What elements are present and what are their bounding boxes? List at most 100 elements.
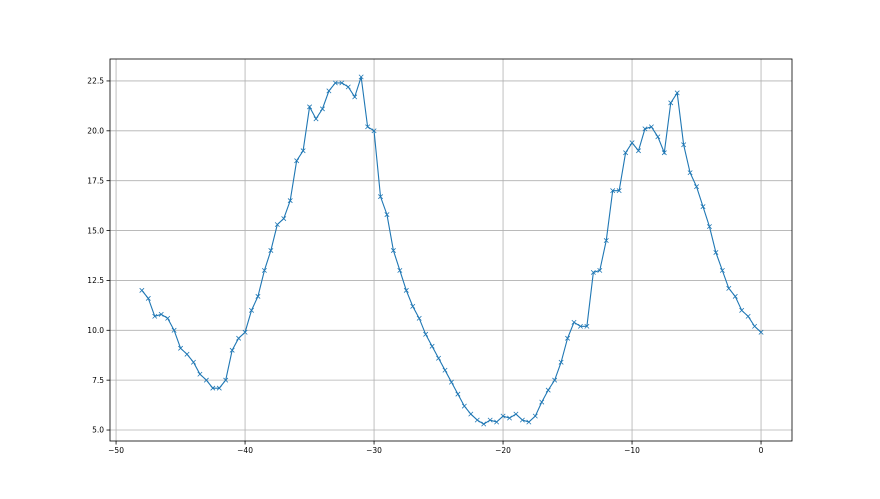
- data-point-marker: [397, 267, 403, 273]
- data-point-marker: [436, 355, 442, 361]
- data-point-marker: [758, 329, 764, 335]
- data-point-marker: [242, 329, 248, 335]
- data-point-marker: [700, 204, 706, 210]
- x-tick-label: −50: [108, 446, 124, 455]
- data-point-marker: [339, 80, 345, 86]
- data-point-marker: [216, 385, 222, 391]
- axes-frame: [109, 58, 793, 442]
- x-axis: −50 −40 −30 −20 −10 0: [108, 441, 764, 455]
- data-point-marker: [468, 411, 474, 417]
- data-point-marker: [565, 335, 571, 341]
- y-tick-label: 5.0: [92, 426, 104, 435]
- data-point-marker: [203, 377, 209, 383]
- data-point-marker: [636, 148, 641, 154]
- data-point-marker: [236, 335, 242, 341]
- data-point-marker: [184, 351, 190, 357]
- data-point-marker: [713, 250, 719, 255]
- data-point-marker: [526, 419, 532, 425]
- data-point-marker: [313, 116, 319, 122]
- data-point-marker: [371, 128, 377, 134]
- data-point-marker: [307, 104, 313, 110]
- data-point-marker: [745, 313, 751, 319]
- y-tick-label: 15.0: [87, 226, 104, 235]
- data-point-marker: [261, 267, 267, 273]
- data-point-marker: [178, 345, 184, 351]
- data-point-marker: [165, 315, 171, 321]
- y-tick-label: 10.0: [87, 326, 104, 335]
- data-point-marker: [403, 287, 409, 293]
- data-point-marker: [287, 198, 293, 204]
- data-point-marker: [584, 323, 590, 329]
- data-point-marker: [552, 377, 558, 383]
- data-point-marker: [648, 124, 654, 130]
- data-point-marker: [210, 385, 216, 391]
- data-point-marker: [629, 140, 635, 146]
- x-tick-label: −20: [495, 446, 511, 455]
- data-point-marker: [539, 399, 545, 405]
- data-point-marker: [487, 417, 493, 423]
- data-point-marker: [507, 415, 512, 421]
- data-point-marker: [558, 359, 564, 365]
- data-point-marker: [655, 134, 661, 140]
- data-point-marker: [532, 413, 538, 419]
- data-point-marker: [442, 367, 448, 373]
- data-point-marker: [268, 248, 274, 253]
- data-point-marker: [739, 307, 745, 313]
- x-tick-label: −10: [624, 446, 640, 455]
- data-point-marker: [494, 419, 500, 425]
- data-point-marker: [597, 267, 603, 273]
- data-point-marker: [545, 387, 551, 393]
- data-point-marker: [378, 194, 383, 200]
- data-point-marker: [410, 303, 416, 309]
- data-point-marker: [152, 313, 158, 319]
- data-point-marker: [642, 126, 648, 132]
- data-point-marker: [513, 411, 519, 417]
- data-point-marker: [255, 293, 261, 299]
- data-point-marker: [332, 80, 338, 86]
- data-point-marker: [694, 184, 700, 190]
- data-point-marker: [616, 188, 622, 194]
- y-tick-label: 17.5: [87, 176, 104, 185]
- data-point-marker: [610, 188, 616, 194]
- data-point-marker: [674, 90, 680, 96]
- data-point-marker: [229, 347, 235, 353]
- data-point-marker: [519, 417, 525, 423]
- data-point-marker: [719, 267, 725, 273]
- data-point-marker: [726, 285, 732, 291]
- series: [139, 74, 764, 427]
- y-tick-label: 12.5: [87, 276, 104, 285]
- data-point-marker: [732, 293, 738, 299]
- data-point-marker: [171, 327, 177, 333]
- data-point-marker: [481, 421, 487, 427]
- data-point-marker: [365, 124, 371, 130]
- y-tick-label: 7.5: [92, 376, 104, 385]
- data-point-marker: [687, 170, 693, 176]
- x-tick-label: 0: [759, 446, 764, 455]
- grid: [110, 59, 792, 441]
- data-point-marker: [590, 269, 596, 275]
- data-point-marker: [423, 331, 429, 337]
- x-tick-label: −30: [366, 446, 382, 455]
- data-point-marker: [274, 222, 280, 228]
- data-point-marker: [145, 295, 151, 301]
- data-point-marker: [190, 359, 196, 365]
- data-point-marker: [571, 319, 577, 325]
- data-point-marker: [603, 238, 609, 244]
- data-point-marker: [429, 343, 435, 349]
- data-point-marker: [668, 100, 674, 106]
- y-tick-label: 20.0: [87, 127, 104, 136]
- data-point-marker: [390, 248, 396, 253]
- data-point-marker: [448, 379, 454, 385]
- data-point-marker: [281, 216, 287, 222]
- data-point-marker: [158, 311, 164, 317]
- data-point-marker: [294, 158, 300, 164]
- data-point-marker: [223, 377, 229, 383]
- data-point-marker: [352, 94, 358, 100]
- data-point-marker: [319, 106, 325, 112]
- x-tick-label: −40: [237, 446, 253, 455]
- data-point-marker: [455, 391, 461, 397]
- data-point-marker: [384, 212, 390, 218]
- data-point-marker: [139, 287, 145, 293]
- data-point-marker: [706, 224, 712, 230]
